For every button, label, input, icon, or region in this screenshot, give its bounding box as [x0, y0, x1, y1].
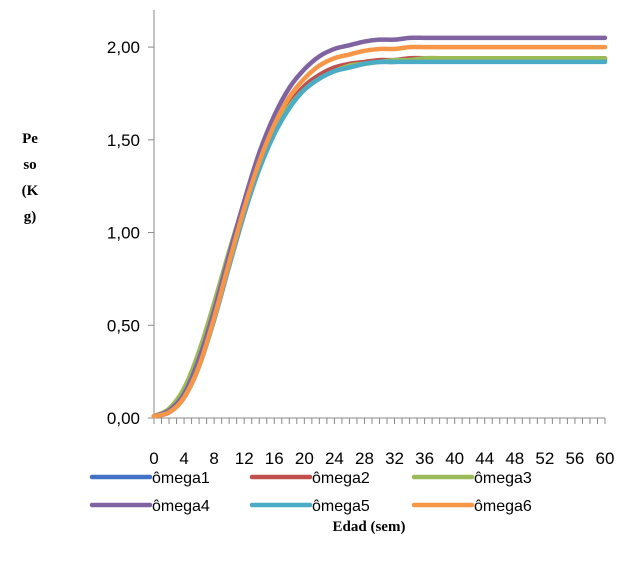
x-tick-label: 36: [415, 449, 434, 468]
series-line-4: [151, 35, 608, 419]
x-tick-label: 48: [505, 449, 524, 468]
x-tick-label: 0: [149, 449, 158, 468]
legend-label: ômega4: [152, 498, 210, 515]
legend-item-5: ômega5: [249, 498, 370, 515]
x-tick-label: 20: [295, 449, 314, 468]
x-tick-label: 12: [235, 449, 254, 468]
y-axis-title-line: so: [23, 157, 36, 173]
x-tick-label: 56: [565, 449, 584, 468]
x-ticks: 0 4 8 12 16 20 24 28 32 36 40 44 48 52 56 60: [149, 418, 614, 468]
legend-item-2: ômega2: [249, 470, 370, 487]
x-tick-label: 60: [596, 449, 615, 468]
series-line-5: [151, 59, 608, 419]
y-axis-title: Pe so (K g): [22, 131, 39, 225]
plot-area: [151, 35, 608, 419]
x-tick-label: 16: [265, 449, 284, 468]
legend-item-1: ômega1: [89, 470, 210, 487]
y-tick-label: 2,00: [107, 38, 140, 57]
series-line-3: [151, 55, 608, 419]
legend-label: ômega6: [474, 498, 532, 515]
y-tick-label: 1,00: [107, 224, 140, 243]
x-tick-label: 52: [535, 449, 554, 468]
x-tick-label: 8: [209, 449, 218, 468]
y-ticks: 0,00 0,50 1,00 1,50 2,00: [107, 38, 154, 428]
x-tick-label: 24: [325, 449, 344, 468]
legend-item-6: ômega6: [411, 498, 532, 515]
x-tick-label: 4: [179, 449, 188, 468]
x-tick-label: 32: [385, 449, 404, 468]
y-tick-label: 0,00: [107, 409, 140, 428]
y-axis-title-line: (K: [22, 183, 39, 199]
x-tick-label: 40: [445, 449, 464, 468]
series-line-1: [151, 57, 608, 419]
legend: ômega1 ômega2 ômega3 ômega4 ômega5 ômega6: [89, 470, 532, 515]
y-axis-title-line: g): [24, 209, 37, 225]
axes: [148, 10, 605, 424]
legend-item-3: ômega3: [411, 470, 532, 487]
legend-label: ômega3: [474, 470, 532, 487]
legend-label: ômega1: [152, 470, 210, 487]
x-axis-title: Edad (sem): [333, 519, 406, 535]
legend-label: ômega2: [312, 470, 370, 487]
x-tick-label: 28: [355, 449, 374, 468]
y-tick-label: 1,50: [107, 131, 140, 150]
y-tick-label: 0,50: [107, 316, 140, 335]
legend-label: ômega5: [312, 498, 370, 515]
series-line-2: [151, 55, 608, 419]
y-axis-title-line: Pe: [22, 131, 38, 147]
legend-item-4: ômega4: [89, 498, 210, 515]
series-line-6: [151, 44, 608, 419]
x-tick-label: 44: [475, 449, 494, 468]
